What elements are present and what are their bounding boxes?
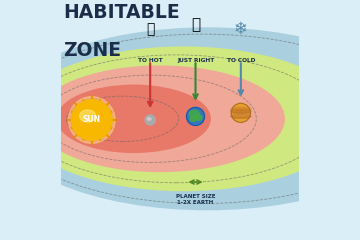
- Ellipse shape: [195, 115, 202, 120]
- Ellipse shape: [57, 85, 210, 152]
- Ellipse shape: [231, 103, 251, 122]
- Ellipse shape: [231, 112, 251, 116]
- Text: TO COLD: TO COLD: [227, 58, 255, 63]
- Text: ❄: ❄: [234, 20, 248, 38]
- Text: 🌿: 🌿: [191, 17, 200, 32]
- Ellipse shape: [80, 110, 96, 122]
- Ellipse shape: [71, 100, 112, 140]
- Ellipse shape: [231, 109, 251, 113]
- Ellipse shape: [186, 107, 204, 126]
- Ellipse shape: [147, 118, 151, 120]
- Ellipse shape: [231, 107, 251, 111]
- Ellipse shape: [36, 66, 284, 171]
- Text: HABITABLE: HABITABLE: [63, 3, 180, 22]
- Ellipse shape: [189, 110, 199, 118]
- Ellipse shape: [0, 28, 360, 210]
- Ellipse shape: [231, 114, 251, 118]
- Ellipse shape: [17, 47, 351, 190]
- Text: TO HOT: TO HOT: [138, 58, 162, 63]
- Ellipse shape: [190, 116, 196, 121]
- Text: SUN: SUN: [83, 115, 101, 125]
- Ellipse shape: [145, 115, 156, 125]
- Ellipse shape: [68, 97, 115, 143]
- Text: JUST RIGHT: JUST RIGHT: [177, 58, 214, 63]
- Text: 🔥: 🔥: [146, 22, 154, 36]
- Text: PLANET SIZE
1-2X EARTH: PLANET SIZE 1-2X EARTH: [176, 194, 215, 205]
- Text: ZONE: ZONE: [63, 41, 121, 60]
